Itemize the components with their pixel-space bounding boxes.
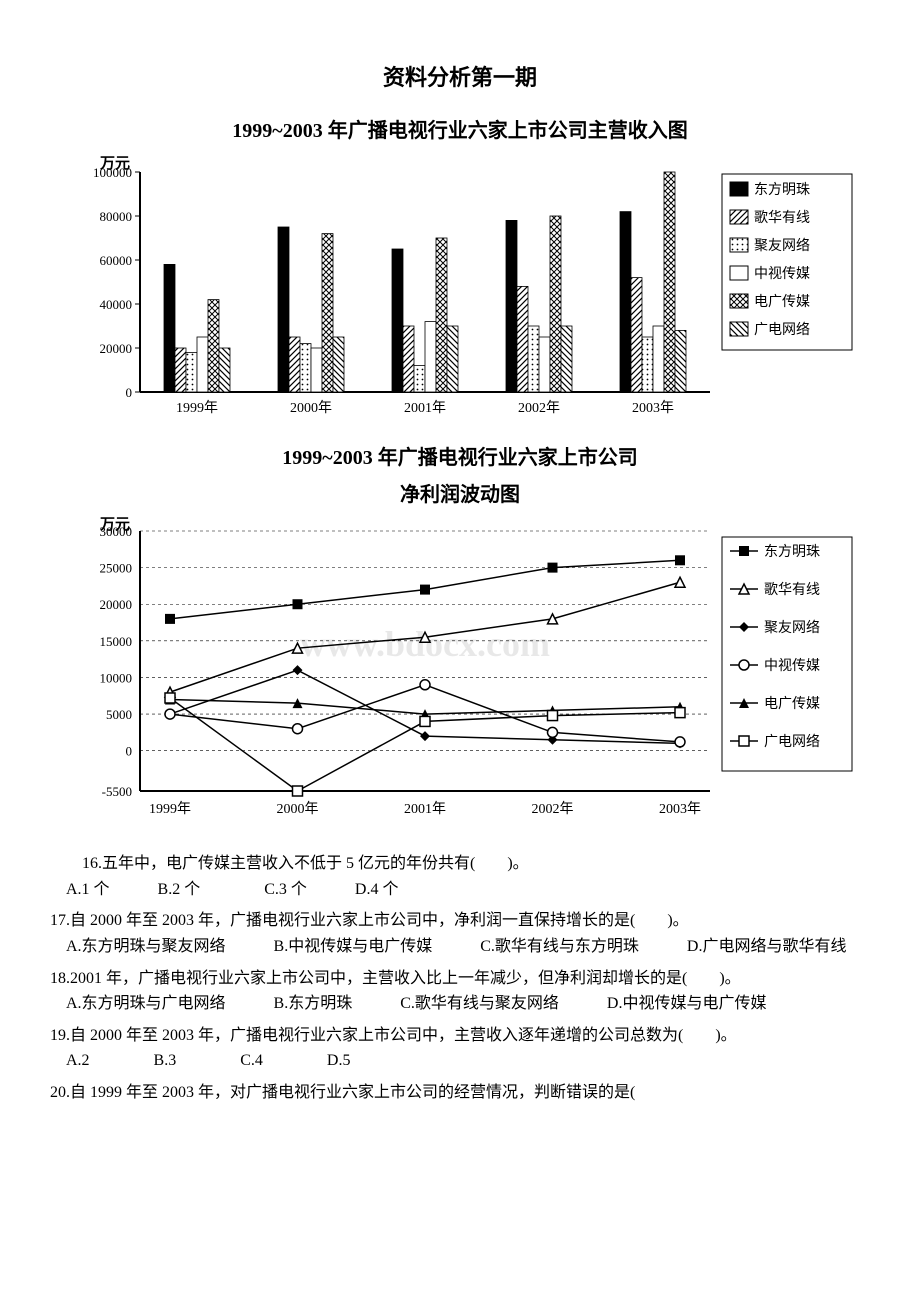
questions-block: 16.五年中，电广传媒主营收入不低于 5 亿元的年份共有( )。 A.1 个 B… [50,851,870,1105]
bar-chart-title: 1999~2003 年广播电视行业六家上市公司主营收入图 [50,115,870,147]
svg-text:歌华有线: 歌华有线 [754,210,810,226]
svg-text:中视传媒: 中视传媒 [764,658,820,674]
svg-text:广电网络: 广电网络 [764,734,820,750]
svg-text:2001年: 2001年 [404,400,446,416]
q16-options: A.1 个 B.2 个 C.3 个 D.4 个 [50,877,870,903]
svg-text:1999年: 1999年 [149,801,191,817]
q18-text: 18.2001 年，广播电视行业六家上市公司中，主营收入比上一年减少，但净利润却… [50,966,870,992]
svg-text:2003年: 2003年 [659,801,701,817]
svg-text:1999年: 1999年 [176,400,218,416]
question-17: 17.自 2000 年至 2003 年，广播电视行业六家上市公司中，净利润一直保… [50,908,870,959]
svg-text:60000: 60000 [100,253,133,268]
svg-text:聚友网络: 聚友网络 [754,238,810,254]
svg-text:40000: 40000 [100,297,133,312]
svg-text:东方明珠: 东方明珠 [764,544,820,560]
svg-text:20000: 20000 [100,597,133,612]
svg-text:100000: 100000 [93,165,132,180]
line-chart-container: 1999~2003 年广播电视行业六家上市公司 净利润波动图 万元www.bdo… [50,442,870,831]
svg-text:2002年: 2002年 [518,400,560,416]
q17-text: 17.自 2000 年至 2003 年，广播电视行业六家上市公司中，净利润一直保… [50,908,870,934]
svg-text:20000: 20000 [100,341,133,356]
svg-text:2000年: 2000年 [277,801,319,817]
svg-text:10000: 10000 [100,671,133,686]
question-20: 20.自 1999 年至 2003 年，对广播电视行业六家上市公司的经营情况，判… [50,1080,870,1106]
question-19: 19.自 2000 年至 2003 年，广播电视行业六家上市公司中，主营收入逐年… [50,1023,870,1074]
svg-text:30000: 30000 [100,524,133,539]
q19-text: 19.自 2000 年至 2003 年，广播电视行业六家上市公司中，主营收入逐年… [50,1023,870,1049]
svg-text:2003年: 2003年 [632,400,674,416]
svg-text:歌华有线: 歌华有线 [764,582,820,598]
q19-options: A.2 B.3 C.4 D.5 [50,1048,870,1074]
svg-text:2002年: 2002年 [532,801,574,817]
svg-text:www.bdocx.com: www.bdocx.com [300,624,550,664]
line-chart-title-2: 净利润波动图 [50,479,870,511]
svg-text:电广传媒: 电广传媒 [764,696,820,712]
svg-text:0: 0 [126,385,133,400]
svg-text:2000年: 2000年 [290,400,332,416]
q18-options: A.东方明珠与广电网络 B.东方明珠 C.歌华有线与聚友网络 D.中视传媒与电广… [50,991,870,1017]
svg-text:0: 0 [126,744,133,759]
q20-text: 20.自 1999 年至 2003 年，对广播电视行业六家上市公司的经营情况，判… [50,1080,870,1106]
svg-text:2001年: 2001年 [404,801,446,817]
line-chart: 万元www.bdocx.com-550005000100001500020000… [50,511,870,831]
svg-text:广电网络: 广电网络 [754,322,810,338]
bar-chart-container: 1999~2003 年广播电视行业六家上市公司主营收入图 万元020000400… [50,115,870,432]
q16-text: 16.五年中，电广传媒主营收入不低于 5 亿元的年份共有( )。 [50,851,870,877]
svg-text:-5500: -5500 [102,784,132,799]
svg-text:5000: 5000 [106,707,132,722]
svg-text:25000: 25000 [100,561,133,576]
svg-text:电广传媒: 电广传媒 [754,294,810,310]
q17-options: A.东方明珠与聚友网络 B.中视传媒与电广传媒 C.歌华有线与东方明珠 D.广电… [50,934,870,960]
svg-text:中视传媒: 中视传媒 [754,266,810,282]
question-16: 16.五年中，电广传媒主营收入不低于 5 亿元的年份共有( )。 A.1 个 B… [50,851,870,902]
bar-chart: 万元0200004000060000800001000001999年2000年2… [50,152,870,432]
svg-text:15000: 15000 [100,634,133,649]
line-chart-title-1: 1999~2003 年广播电视行业六家上市公司 [50,442,870,474]
page-title: 资料分析第一期 [50,60,870,95]
svg-text:东方明珠: 东方明珠 [754,182,810,198]
svg-text:80000: 80000 [100,209,133,224]
svg-text:聚友网络: 聚友网络 [764,620,820,636]
question-18: 18.2001 年，广播电视行业六家上市公司中，主营收入比上一年减少，但净利润却… [50,966,870,1017]
